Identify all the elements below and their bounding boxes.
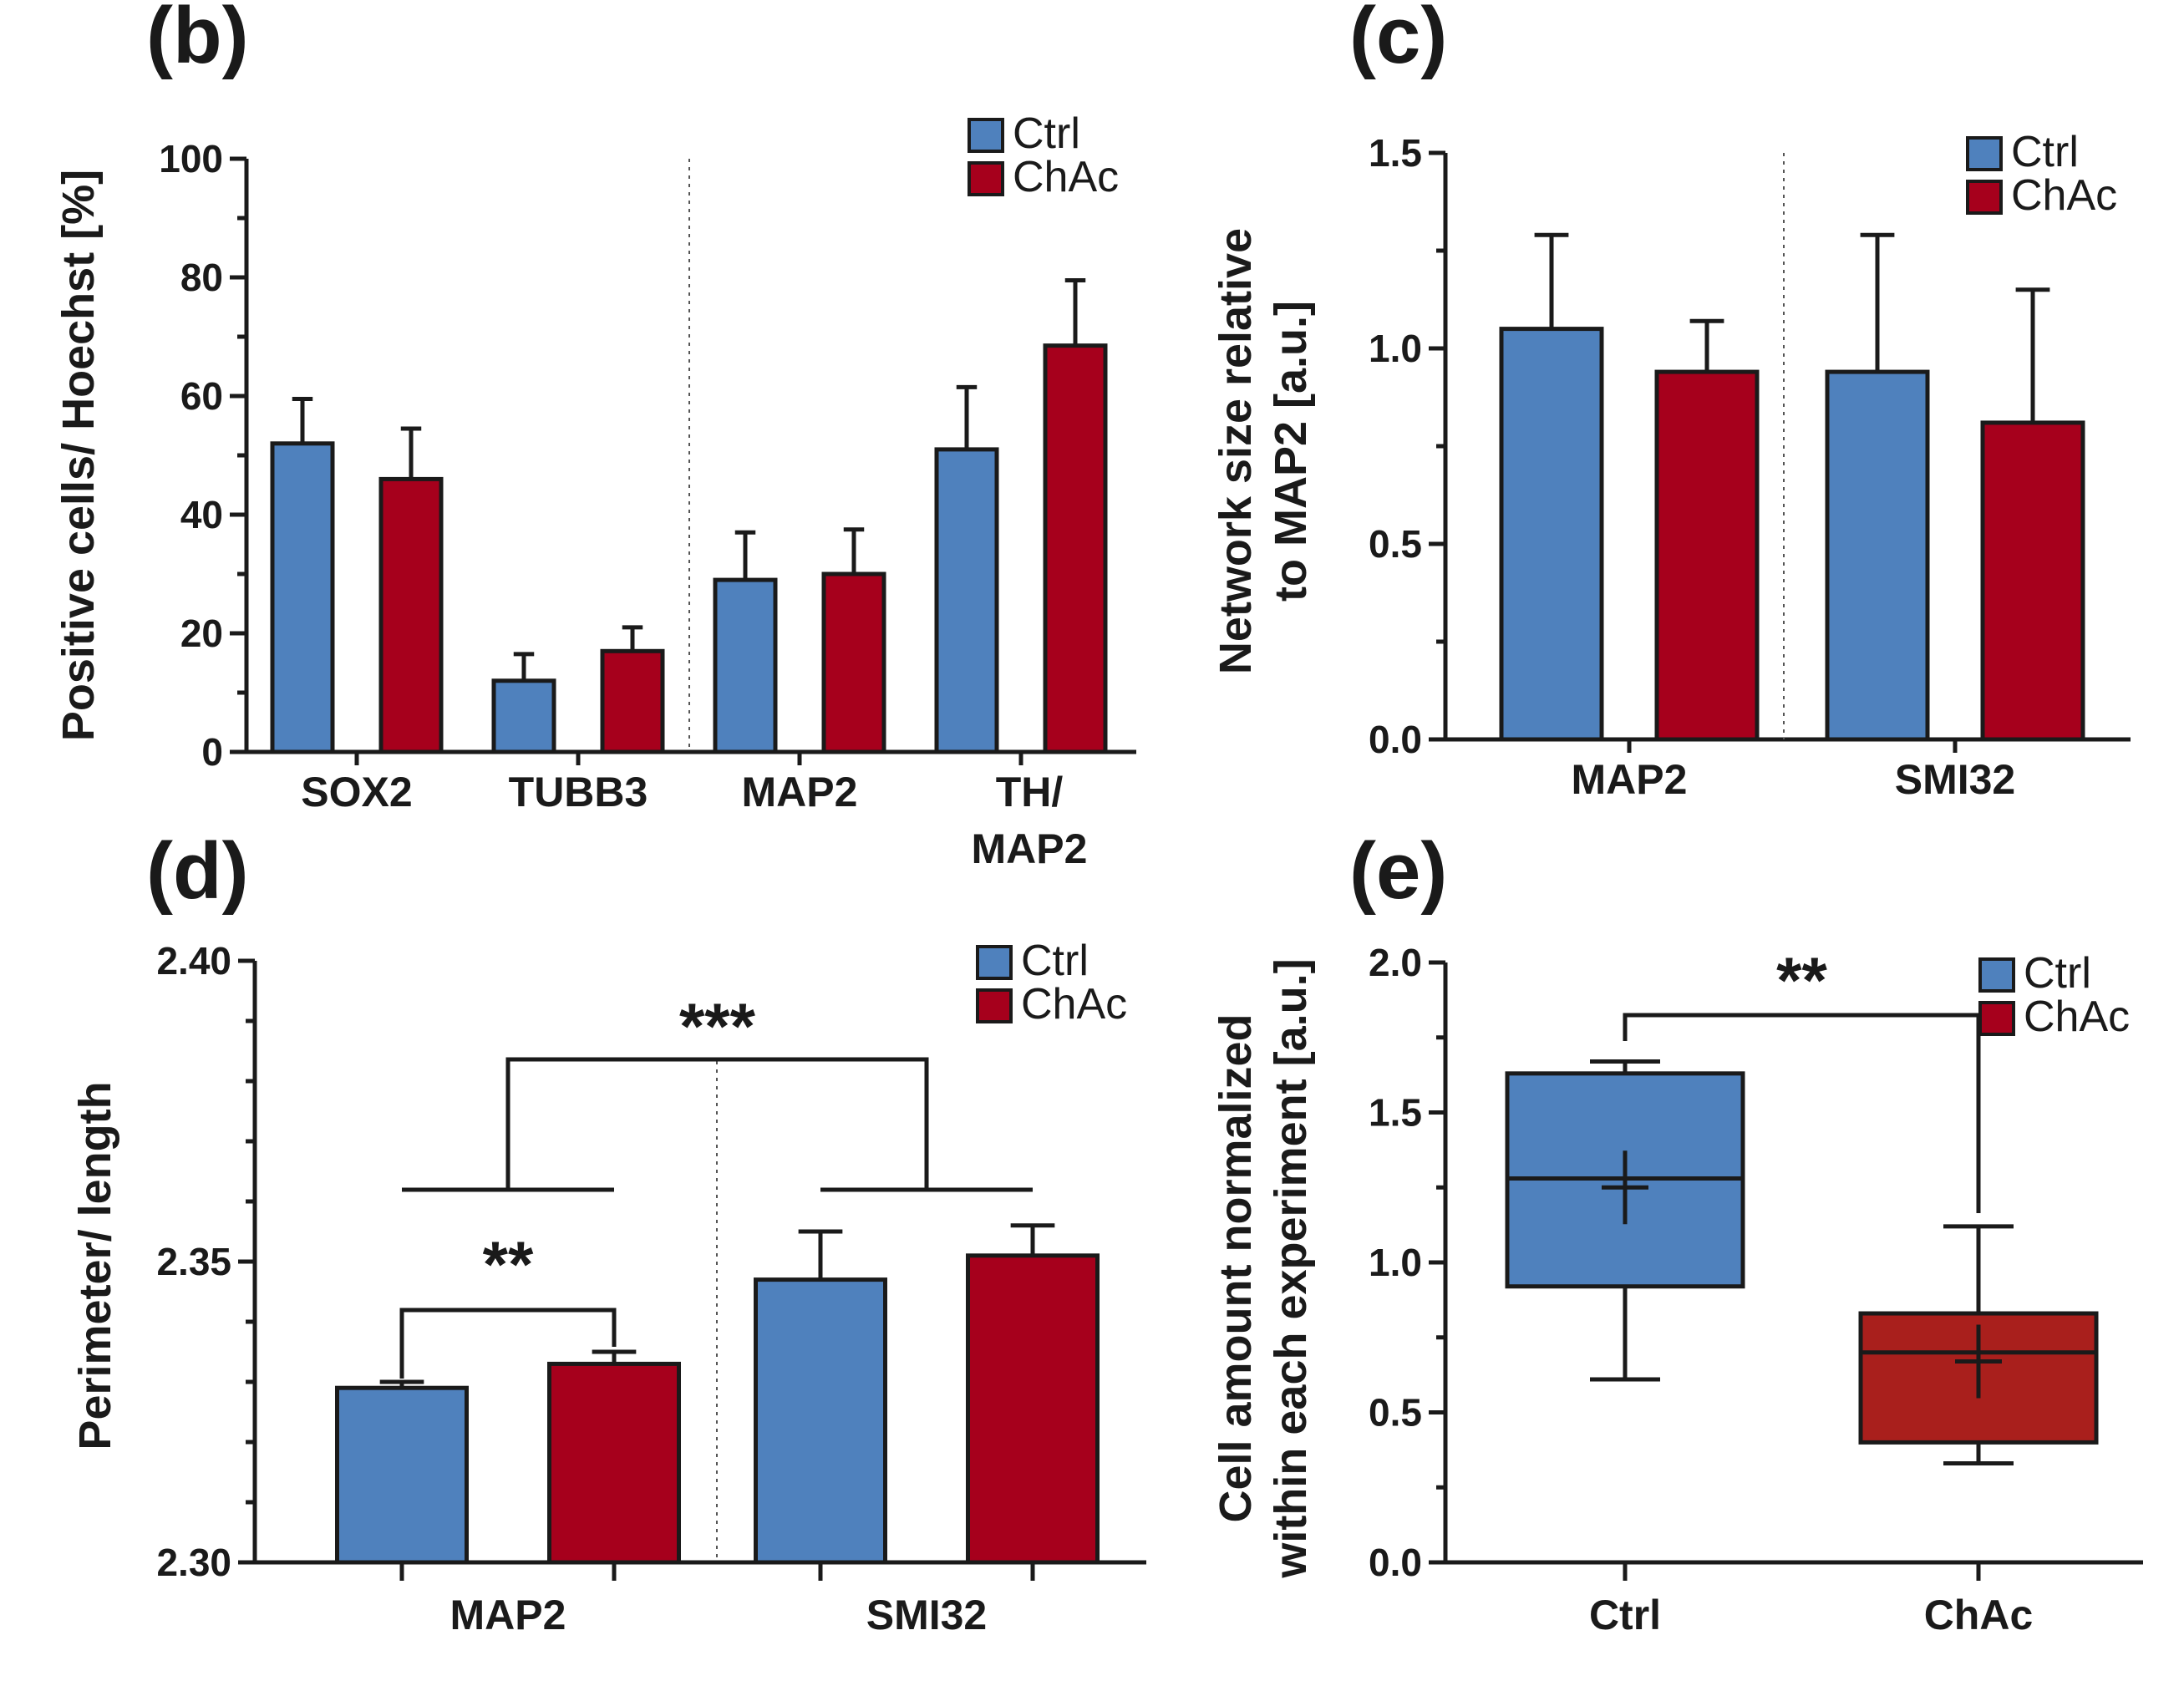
b-y-axis-title: Positive cells/ Hoechst [%] xyxy=(53,170,104,741)
b-legend-swatch-chac xyxy=(968,161,1004,196)
d-significance-bracket xyxy=(399,1308,617,1379)
b-category-label: MAP2 xyxy=(742,769,858,815)
d-y-tick-label: 2.30 xyxy=(156,1541,231,1584)
b-bar-chac-thmap2 xyxy=(1043,343,1108,754)
d-legend-swatch-chac xyxy=(976,988,1013,1023)
b-bar-ctrl-tubb3 xyxy=(491,678,556,754)
b-y-tick-label: 80 xyxy=(180,256,223,299)
e-category-label: Ctrl xyxy=(1589,1592,1661,1638)
e-y-tick-label: 1.0 xyxy=(1369,1241,1422,1284)
panel-label-d: (d) xyxy=(146,826,249,916)
chart-panel-b: 0 20 40 60 80 100 SOX2 TUBB3 MAP2 TH/MAP2 Positive… xyxy=(53,109,1136,872)
b-legend-label-chac: ChAc xyxy=(1013,153,1119,201)
d-bar-chac-map2 xyxy=(547,1361,681,1565)
d-y-tick-label: 2.35 xyxy=(156,1240,231,1283)
e-y-axis-title: Cell amount normalized xyxy=(1211,1013,1261,1522)
c-legend-label-chac: ChAc xyxy=(2011,171,2117,220)
panel-label-e: (e) xyxy=(1349,826,1447,916)
d-significance-label: *** xyxy=(679,989,756,1063)
c-bar-chac-smi32 xyxy=(1980,420,2085,742)
e-legend-label-ctrl: Ctrl xyxy=(2024,949,2091,998)
c-legend-swatch-chac xyxy=(1966,180,2003,215)
d-legend-label-ctrl: Ctrl xyxy=(1021,937,1089,985)
b-y-tick-label: 20 xyxy=(180,612,223,655)
chart-panel-c: 0.0 0.5 1.0 1.5 MAP2 SMI32 Network size relati… xyxy=(1211,128,2131,803)
b-bar-chac-tubb3 xyxy=(600,648,665,754)
b-category-label: TH/ xyxy=(996,769,1064,815)
e-legend-swatch-chac xyxy=(1978,1001,2015,1036)
c-y-axis-title: to MAP2 [a.u.] xyxy=(1266,301,1316,602)
c-y-tick-label: 0.0 xyxy=(1369,718,1422,761)
c-bar-ctrl-map2 xyxy=(1499,327,1604,742)
c-legend-swatch-ctrl xyxy=(1966,136,2003,171)
d-bar-ctrl-smi32 xyxy=(754,1277,887,1565)
c-y-tick-label: 1.0 xyxy=(1369,327,1422,370)
b-category-label: MAP2 xyxy=(972,825,1088,872)
e-y-tick-label: 2.0 xyxy=(1369,941,1422,984)
e-legend-swatch-ctrl xyxy=(1978,957,2015,993)
e-y-tick-label: 0.0 xyxy=(1369,1541,1422,1584)
panel-label-c: (c) xyxy=(1349,0,1447,80)
d-legend-swatch-ctrl xyxy=(976,945,1013,980)
b-bar-chac-sox2 xyxy=(378,476,444,754)
c-legend-label-ctrl: Ctrl xyxy=(2011,128,2079,176)
b-category-label: TUBB3 xyxy=(509,769,648,815)
b-y-tick-label: 0 xyxy=(201,730,223,774)
b-category-label: SOX2 xyxy=(301,769,412,815)
d-y-axis-title: Perimeter/ length xyxy=(70,1081,120,1450)
d-bar-chac-smi32 xyxy=(966,1253,1100,1565)
d-significance-bracket-groups xyxy=(402,1057,1033,1192)
e-y-axis-title: within each experiment [a.u.] xyxy=(1266,958,1316,1578)
c-bar-chac-map2 xyxy=(1654,369,1760,742)
b-bar-ctrl-thmap2 xyxy=(934,447,999,754)
b-y-tick-label: 60 xyxy=(180,374,223,418)
b-y-tick-label: 100 xyxy=(159,137,223,180)
c-y-tick-label: 1.5 xyxy=(1369,131,1422,175)
e-significance-label: ** xyxy=(1776,943,1827,1017)
d-y-tick-label: 2.40 xyxy=(156,939,231,983)
b-bar-ctrl-sox2 xyxy=(270,441,335,754)
panel-label-b: (b) xyxy=(146,0,249,80)
e-y-tick-label: 1.5 xyxy=(1369,1091,1422,1135)
b-y-tick-label: 40 xyxy=(180,493,223,536)
c-category-label: MAP2 xyxy=(1572,756,1688,803)
c-y-tick-label: 0.5 xyxy=(1369,522,1422,566)
e-category-label: ChAc xyxy=(1924,1592,2034,1638)
b-legend-label-ctrl: Ctrl xyxy=(1013,109,1080,158)
d-significance-label: ** xyxy=(483,1227,534,1301)
e-legend-label-chac: ChAc xyxy=(2024,993,2130,1041)
b-bar-chac-map2 xyxy=(821,571,886,754)
d-category-label: SMI32 xyxy=(866,1592,988,1638)
e-y-tick-label: 0.5 xyxy=(1369,1391,1422,1435)
e-significance-bracket xyxy=(1623,1013,1981,1213)
c-bar-ctrl-smi32 xyxy=(1825,369,1930,742)
d-category-label: MAP2 xyxy=(450,1592,566,1638)
c-category-label: SMI32 xyxy=(1895,756,2016,803)
d-legend-label-chac: ChAc xyxy=(1021,980,1127,1028)
d-bar-ctrl-map2 xyxy=(335,1385,469,1565)
c-y-axis-title: Network size relative xyxy=(1211,228,1261,674)
b-bar-ctrl-map2 xyxy=(713,577,778,754)
b-legend-swatch-ctrl xyxy=(968,118,1004,153)
